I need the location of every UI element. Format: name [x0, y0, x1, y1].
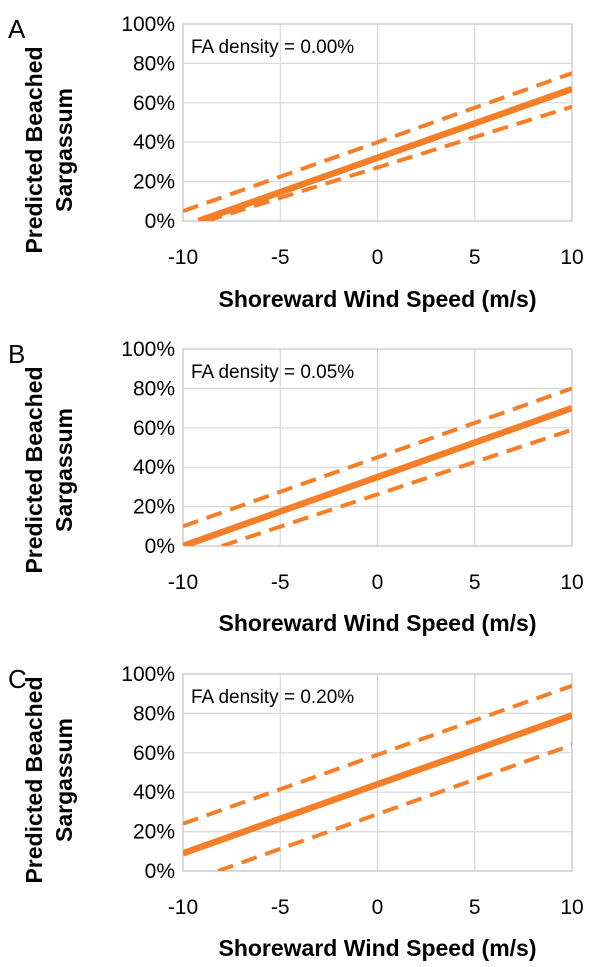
y-axis-title-line: Predicted Beached [21, 366, 47, 573]
y-tick-label: 0% [145, 210, 175, 233]
y-tick-label: 80% [133, 702, 175, 725]
prediction-line [183, 405, 572, 546]
x-tick-label: -10 [168, 571, 198, 594]
x-tick-label: 0 [372, 896, 384, 919]
confidence-bound-line [217, 743, 572, 871]
y-axis-title-line: Sargassum [51, 408, 77, 532]
x-tick-label: 10 [560, 246, 583, 269]
confidence-bound-line [183, 71, 572, 214]
x-tick-label: -10 [168, 896, 198, 919]
y-tick-label: 20% [133, 171, 175, 194]
y-axis-title-line: Sargassum [51, 718, 77, 842]
chart-panel-c: 0% 20% 40% 60% 80% 100% -10 -5 0 5 10 FA density = … [8, 663, 584, 961]
confidence-bound-line [183, 683, 572, 826]
y-axis-title-line: Predicted Beached [21, 676, 47, 883]
y-axis-title-line: Sargassum [51, 88, 77, 212]
y-tick-label: 60% [133, 417, 175, 440]
plot-frame [182, 348, 573, 547]
fa-density-annotation: FA density = 0.05% [191, 362, 354, 383]
y-tick-label: 40% [133, 781, 175, 804]
y-tick-label: 0% [145, 860, 175, 883]
y-tick-label: 100% [121, 338, 175, 361]
chart-panel-b: 0% 20% 40% 60% 80% 100% -10 -5 0 5 10 FA density = … [8, 338, 584, 636]
plot-frame [182, 673, 573, 872]
y-tick-label: 60% [133, 92, 175, 115]
y-tick-label: 80% [133, 377, 175, 400]
x-axis-title: Shoreward Wind Speed (m/s) [218, 610, 536, 636]
y-axis-title: Predicted Beached Sargassum [21, 366, 77, 573]
fa-density-annotation: FA density = 0.20% [191, 687, 354, 708]
y-tick-label: 80% [133, 52, 175, 75]
y-tick-label: 20% [133, 496, 175, 519]
panel-letter: A [8, 14, 26, 44]
prediction-line [197, 85, 572, 221]
y-tick-label: 40% [133, 131, 175, 154]
x-tick-label: 10 [560, 896, 583, 919]
confidence-bound-line [183, 386, 572, 529]
x-tick-label: 0 [372, 246, 384, 269]
x-tick-label: 10 [560, 571, 583, 594]
y-tick-label: 0% [145, 535, 175, 558]
x-tick-label: -5 [271, 246, 290, 269]
x-tick-label: 5 [469, 246, 481, 269]
plot-frame [182, 23, 573, 222]
y-tick-label: 20% [133, 821, 175, 844]
x-tick-label: -5 [271, 571, 290, 594]
chart-panel-a: 0% 20% 40% 60% 80% 100% -10 -5 0 5 10 FA density = … [8, 13, 584, 312]
x-axis-title: Shoreward Wind Speed (m/s) [218, 935, 536, 961]
x-tick-label: 5 [469, 896, 481, 919]
y-tick-label: 60% [133, 742, 175, 765]
x-tick-label: 0 [372, 571, 384, 594]
x-tick-label: 5 [469, 571, 481, 594]
y-axis-title: Predicted Beached Sargassum [21, 46, 77, 253]
panel-letter: B [8, 339, 25, 369]
y-axis-title-line: Predicted Beached [21, 46, 47, 253]
x-axis-title: Shoreward Wind Speed (m/s) [218, 286, 536, 312]
y-tick-label: 100% [121, 13, 175, 36]
fa-density-annotation: FA density = 0.00% [191, 37, 354, 58]
y-tick-label: 100% [121, 663, 175, 686]
x-tick-label: -10 [168, 246, 198, 269]
confidence-bound-line [221, 427, 572, 546]
confidence-bound-line [205, 104, 572, 221]
panel-letter: C [8, 664, 27, 694]
y-axis-title: Predicted Beached Sargassum [21, 676, 77, 883]
prediction-line [183, 712, 572, 857]
x-tick-label: -5 [271, 896, 290, 919]
y-tick-label: 40% [133, 456, 175, 479]
